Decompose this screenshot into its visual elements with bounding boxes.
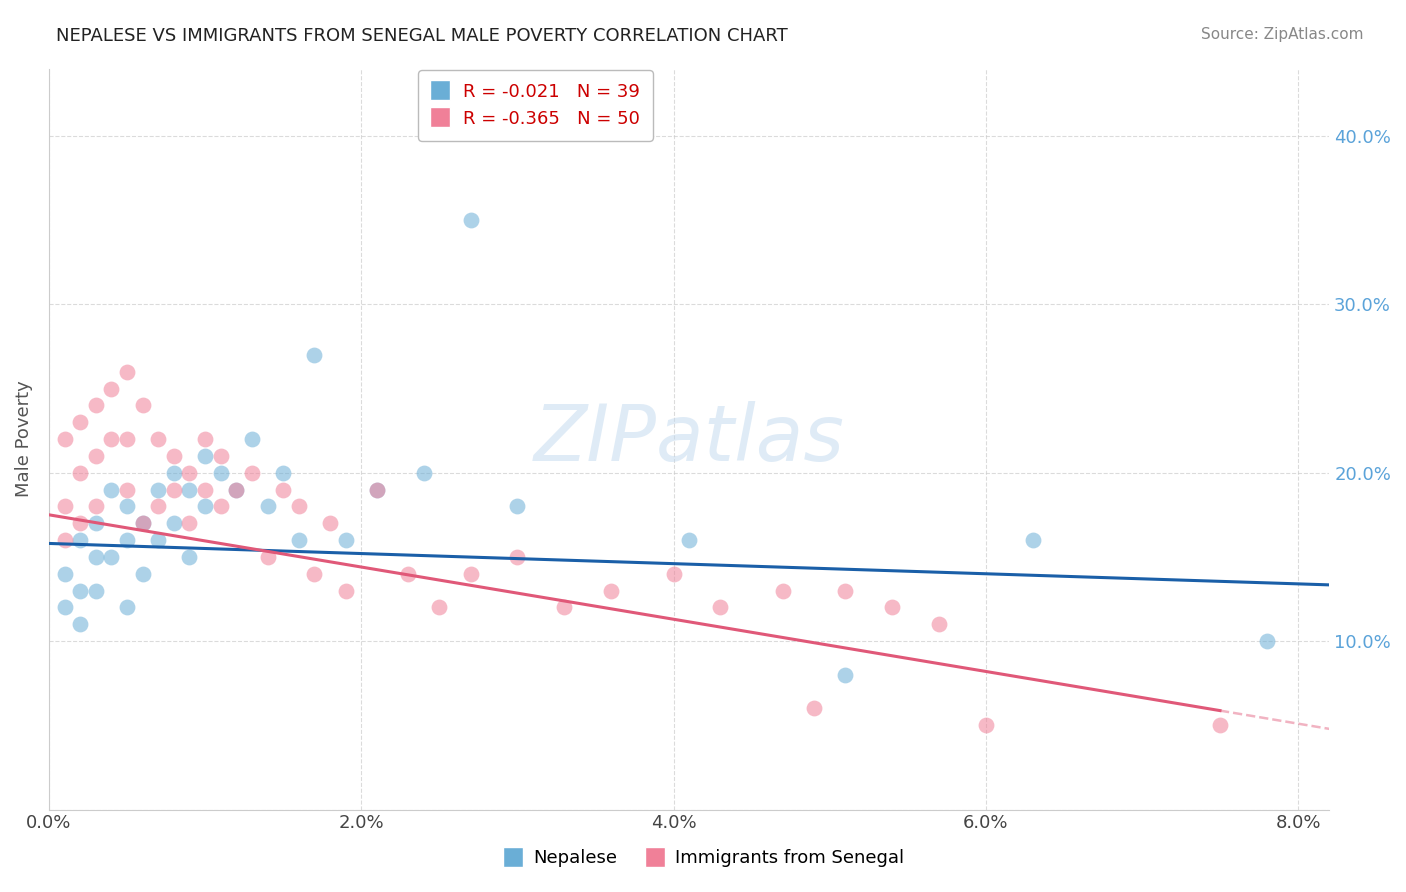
Point xyxy=(84,516,107,531)
Point xyxy=(163,516,186,531)
Point xyxy=(880,600,903,615)
Legend: R = -0.021   N = 39, R = -0.365   N = 50: R = -0.021 N = 39, R = -0.365 N = 50 xyxy=(418,70,652,141)
Point xyxy=(148,483,170,497)
Point xyxy=(240,432,263,446)
Text: ZIPatlas: ZIPatlas xyxy=(534,401,845,477)
Point xyxy=(84,500,107,514)
Point xyxy=(928,617,950,632)
Point xyxy=(335,533,357,547)
Point xyxy=(84,583,107,598)
Point xyxy=(209,449,232,463)
Point xyxy=(974,718,997,732)
Point xyxy=(53,500,76,514)
Point xyxy=(53,566,76,581)
Point xyxy=(304,348,326,362)
Point xyxy=(53,600,76,615)
Point xyxy=(366,483,388,497)
Point xyxy=(412,466,434,480)
Point xyxy=(179,516,201,531)
Y-axis label: Male Poverty: Male Poverty xyxy=(15,381,32,498)
Point xyxy=(194,500,217,514)
Point xyxy=(115,432,138,446)
Point xyxy=(506,549,529,564)
Point xyxy=(115,600,138,615)
Point xyxy=(100,432,122,446)
Text: Source: ZipAtlas.com: Source: ZipAtlas.com xyxy=(1201,27,1364,42)
Point xyxy=(1209,718,1232,732)
Point xyxy=(288,533,311,547)
Point xyxy=(553,600,575,615)
Point xyxy=(115,500,138,514)
Point xyxy=(179,549,201,564)
Point xyxy=(256,500,278,514)
Point xyxy=(288,500,311,514)
Point xyxy=(662,566,685,581)
Point xyxy=(678,533,700,547)
Point xyxy=(225,483,247,497)
Point xyxy=(335,583,357,598)
Point xyxy=(194,449,217,463)
Point xyxy=(69,466,91,480)
Point xyxy=(69,415,91,429)
Point xyxy=(131,398,153,412)
Point xyxy=(460,213,482,227)
Point xyxy=(366,483,388,497)
Point xyxy=(600,583,623,598)
Point xyxy=(148,500,170,514)
Point xyxy=(84,549,107,564)
Point xyxy=(69,617,91,632)
Point xyxy=(209,500,232,514)
Point xyxy=(100,549,122,564)
Point xyxy=(304,566,326,581)
Point xyxy=(69,583,91,598)
Point xyxy=(709,600,731,615)
Point xyxy=(131,566,153,581)
Point xyxy=(163,483,186,497)
Point xyxy=(256,549,278,564)
Point xyxy=(115,483,138,497)
Point xyxy=(271,466,294,480)
Point xyxy=(100,382,122,396)
Point xyxy=(148,533,170,547)
Legend: Nepalese, Immigrants from Senegal: Nepalese, Immigrants from Senegal xyxy=(495,842,911,874)
Point xyxy=(427,600,450,615)
Point xyxy=(163,466,186,480)
Point xyxy=(460,566,482,581)
Point xyxy=(834,668,856,682)
Point xyxy=(131,516,153,531)
Point xyxy=(115,533,138,547)
Point xyxy=(396,566,419,581)
Point xyxy=(69,516,91,531)
Point xyxy=(1256,634,1278,648)
Point xyxy=(772,583,794,598)
Point xyxy=(194,483,217,497)
Point xyxy=(179,466,201,480)
Text: NEPALESE VS IMMIGRANTS FROM SENEGAL MALE POVERTY CORRELATION CHART: NEPALESE VS IMMIGRANTS FROM SENEGAL MALE… xyxy=(56,27,787,45)
Point xyxy=(225,483,247,497)
Point xyxy=(834,583,856,598)
Point xyxy=(506,500,529,514)
Point xyxy=(194,432,217,446)
Point xyxy=(148,432,170,446)
Point xyxy=(1021,533,1043,547)
Point xyxy=(69,533,91,547)
Point xyxy=(179,483,201,497)
Point xyxy=(53,533,76,547)
Point xyxy=(53,432,76,446)
Point xyxy=(240,466,263,480)
Point xyxy=(271,483,294,497)
Point xyxy=(100,483,122,497)
Point xyxy=(803,701,825,715)
Point xyxy=(319,516,342,531)
Point xyxy=(115,365,138,379)
Point xyxy=(163,449,186,463)
Point xyxy=(84,449,107,463)
Point xyxy=(131,516,153,531)
Point xyxy=(84,398,107,412)
Point xyxy=(209,466,232,480)
